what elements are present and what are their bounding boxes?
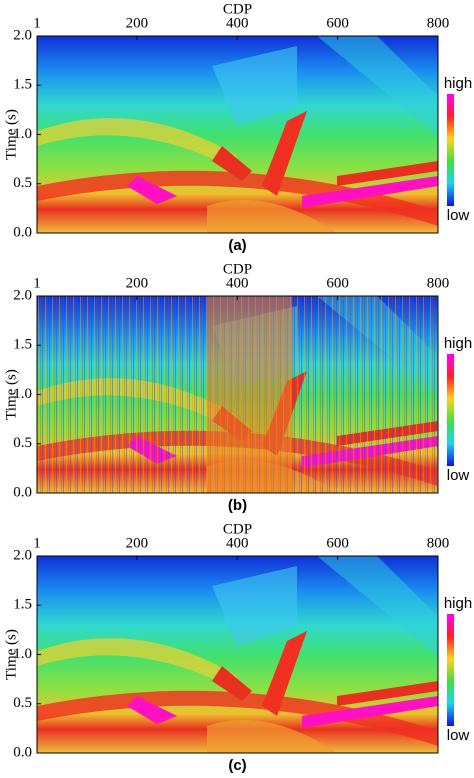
y-tick-label: 1.0: [13, 126, 32, 142]
colorbar-high: high: [444, 335, 472, 352]
seismic-image: [37, 36, 438, 233]
y-tick-label: 0.5: [13, 435, 32, 451]
caption: (c): [228, 757, 246, 774]
x-tick-label: 400: [226, 535, 249, 551]
y-tick-label: 1.5: [13, 77, 32, 93]
y-axis-label: Time (s): [3, 109, 19, 160]
x-tick-label: 1: [33, 535, 41, 551]
y-tick-label: 0.0: [13, 484, 32, 500]
x-tick-label: 200: [126, 15, 149, 31]
x-tick-label: 200: [126, 535, 149, 551]
y-tick-label: 1.0: [13, 646, 32, 662]
x-tick-label: 400: [226, 15, 249, 31]
x-tick-label: 600: [326, 535, 349, 551]
x-tick-label: 400: [226, 275, 249, 291]
colorbar: [447, 354, 454, 466]
colorbar-high: high: [444, 75, 472, 92]
colorbar-low: low: [447, 207, 470, 224]
x-tick-label: 800: [427, 275, 450, 291]
y-axis-label: Time (s): [3, 629, 19, 680]
caption: (b): [228, 497, 247, 514]
y-tick-label: 2.0: [13, 27, 32, 43]
x-tick-label: 800: [427, 15, 450, 31]
y-tick-label: 0.5: [13, 695, 32, 711]
x-tick-label: 200: [126, 275, 149, 291]
y-tick-label: 1.5: [13, 337, 32, 353]
y-tick-label: 1.5: [13, 597, 32, 613]
x-tick-label: 800: [427, 535, 450, 551]
seismic-image: [37, 556, 438, 753]
y-axis-label: Time (s): [3, 369, 19, 420]
colorbar-low: low: [447, 727, 470, 744]
y-tick-label: 1.0: [13, 386, 32, 402]
colorbar: [447, 94, 454, 206]
x-axis-label: CDP: [223, 1, 252, 17]
y-tick-label: 2.0: [13, 547, 32, 563]
y-tick-label: 0.0: [13, 224, 32, 240]
colorbar-high: high: [444, 595, 472, 612]
y-tick-label: 2.0: [13, 287, 32, 303]
x-tick-label: 1: [33, 275, 41, 291]
x-tick-label: 600: [326, 15, 349, 31]
x-tick-label: 1: [33, 15, 41, 31]
y-tick-label: 0.0: [13, 744, 32, 760]
x-axis-label: CDP: [223, 261, 252, 277]
x-tick-label: 600: [326, 275, 349, 291]
noise-column: [207, 296, 292, 493]
colorbar-low: low: [447, 467, 470, 484]
y-tick-label: 0.5: [13, 175, 32, 191]
x-axis-label: CDP: [223, 521, 252, 537]
colorbar: [447, 614, 454, 726]
caption: (a): [228, 237, 246, 254]
